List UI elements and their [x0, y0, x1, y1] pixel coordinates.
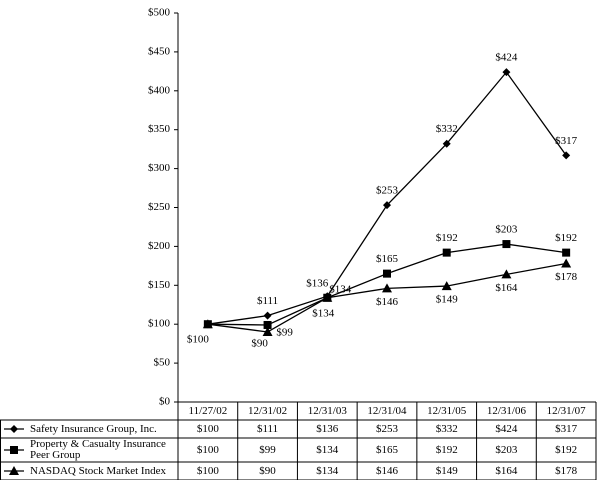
y-tick-label: $350 — [148, 123, 171, 135]
marker — [442, 139, 451, 148]
table-value: $164 — [495, 464, 518, 477]
data-label: $149 — [436, 294, 459, 306]
marker — [441, 281, 452, 291]
marker — [561, 258, 572, 268]
x-tick-label: 12/31/03 — [307, 404, 347, 417]
table-value: $146 — [375, 464, 398, 477]
table-value: $100 — [196, 443, 219, 456]
legend-label: Safety Insurance Group, Inc. — [30, 422, 157, 435]
marker — [382, 283, 392, 293]
data-label: $134 — [312, 307, 335, 319]
marker — [383, 201, 391, 210]
marker — [383, 269, 391, 278]
marker — [501, 269, 512, 279]
table-value: $99 — [259, 443, 276, 456]
y-tick-label: $200 — [148, 240, 171, 252]
legend-label: Property & Casualty Insurance Peer Group — [30, 438, 166, 461]
table-value: $100 — [196, 422, 219, 435]
x-tick-label: 12/31/05 — [427, 404, 467, 417]
y-tick-label: $250 — [148, 201, 171, 213]
data-label: $332 — [436, 123, 458, 135]
data-label: $136 — [306, 278, 329, 290]
table-value: $192 — [435, 443, 458, 456]
table-value: $203 — [495, 443, 518, 456]
data-label: $146 — [376, 296, 399, 308]
y-tick-label: $300 — [148, 162, 171, 174]
marker — [562, 151, 571, 160]
data-label: $99 — [276, 327, 293, 339]
table-value: $253 — [375, 422, 398, 435]
table-value: $165 — [375, 443, 398, 456]
data-label: $203 — [495, 224, 518, 236]
legend-label: NASDAQ Stock Market Index — [30, 464, 166, 477]
marker — [263, 311, 272, 320]
data-label: $165 — [376, 253, 399, 265]
table-value: $134 — [316, 464, 339, 477]
data-label: $164 — [495, 282, 518, 294]
marker — [263, 320, 272, 329]
table-value: $100 — [196, 464, 219, 477]
data-label: $192 — [555, 232, 577, 244]
table-value: $136 — [316, 422, 339, 435]
marker — [442, 248, 451, 257]
table-value: $332 — [435, 422, 458, 435]
y-tick-label: $0 — [159, 396, 171, 408]
data-label: $100 — [187, 334, 210, 346]
x-tick-label: 12/31/04 — [367, 404, 407, 417]
y-tick-label: $450 — [148, 45, 171, 57]
y-tick-label: $150 — [148, 279, 171, 291]
table-value: $111 — [256, 422, 279, 435]
marker — [202, 319, 213, 329]
x-tick-label: 12/31/02 — [247, 404, 288, 417]
table-value: $90 — [259, 464, 276, 477]
y-tick-label: $500 — [148, 7, 171, 19]
marker — [262, 326, 273, 336]
table-value: $149 — [435, 464, 458, 477]
table-value: $192 — [555, 443, 578, 456]
marker — [502, 240, 511, 249]
marker — [562, 248, 571, 257]
table-value: $317 — [555, 422, 578, 435]
data-label: $134 — [329, 283, 352, 295]
data-label: $192 — [436, 232, 458, 244]
legend-marker — [10, 425, 18, 433]
table-value: $178 — [555, 464, 578, 477]
table-value: $134 — [316, 443, 339, 456]
data-label: $178 — [555, 271, 578, 283]
data-label: $90 — [251, 338, 268, 350]
data-label: $317 — [555, 135, 578, 147]
x-tick-label: 11/27/02 — [188, 404, 228, 417]
x-tick-label: 12/31/06 — [486, 404, 526, 417]
legend-marker — [9, 466, 19, 475]
y-tick-label: $50 — [154, 357, 171, 369]
y-tick-label: $400 — [148, 84, 171, 96]
table-value: $424 — [495, 422, 518, 435]
x-tick-label: 12/31/07 — [546, 404, 586, 417]
data-label: $424 — [495, 52, 518, 64]
data-label: $111 — [257, 295, 278, 307]
y-tick-label: $100 — [148, 318, 171, 330]
legend-marker — [10, 446, 18, 454]
marker — [502, 68, 511, 77]
data-label: $253 — [376, 185, 399, 197]
marker — [322, 292, 333, 302]
